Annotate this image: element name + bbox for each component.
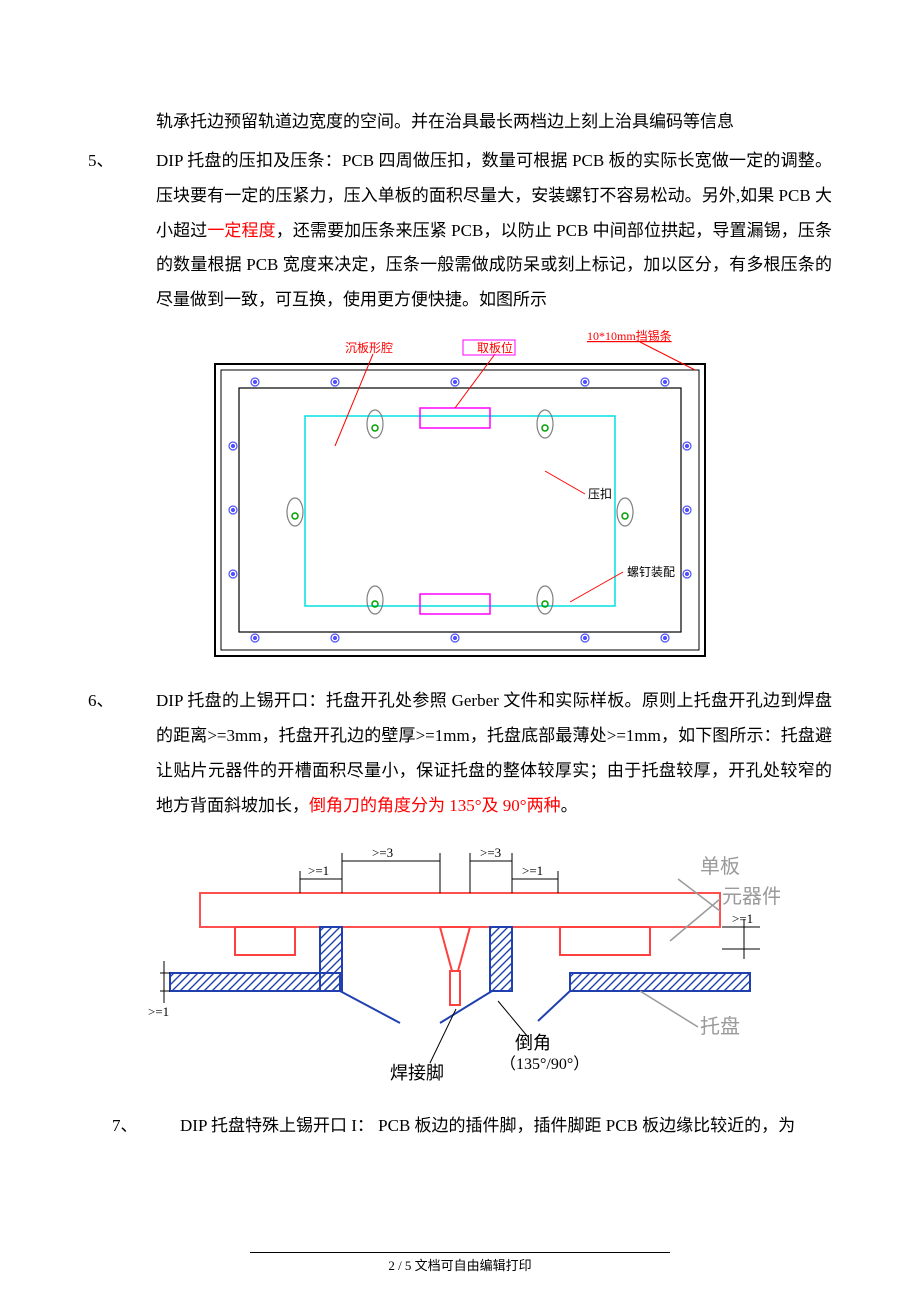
svg-text:取板位: 取板位 [477, 340, 513, 355]
list-item-7: 7、 DIP 托盘特殊上锡开口 I： PCB 板边的插件脚，插件脚距 PCB 板… [88, 1109, 832, 1144]
svg-text:>=1: >=1 [148, 1004, 169, 1019]
svg-text:>=3: >=3 [480, 845, 501, 860]
svg-text:沉板形腔: 沉板形腔 [345, 340, 393, 355]
svg-text:单板: 单板 [700, 855, 740, 878]
item-number: 7、 [112, 1109, 180, 1144]
svg-text:>=3: >=3 [372, 845, 393, 860]
svg-text:托盘: 托盘 [700, 1015, 740, 1038]
svg-text:>=1: >=1 [522, 863, 543, 878]
svg-text:10*10mm挡锡条: 10*10mm挡锡条 [587, 328, 672, 343]
item-body: DIP 托盘特殊上锡开口 I： PCB 板边的插件脚，插件脚距 PCB 板边缘比… [180, 1109, 832, 1144]
text-segment: 。 [561, 796, 578, 815]
cross-section-diagram: >=1 >=3 >=3 >=1 >=1 >=1 [140, 831, 780, 1091]
svg-text:倒角: 倒角 [515, 1033, 551, 1053]
text-segment: DIP 托盘特殊上锡开口 I： PCB 板边的插件脚，插件脚距 PCB 板边缘比… [180, 1116, 795, 1135]
svg-text:焊接脚: 焊接脚 [390, 1063, 444, 1083]
svg-text:（135°/90°）: （135°/90°） [500, 1055, 589, 1073]
svg-text:压扣: 压扣 [588, 487, 612, 501]
diagram-1-container: 10*10mm挡锡条 沉板形腔 取板位 压扣 螺钉装配 [88, 326, 832, 666]
list-item-6: 6、 DIP 托盘的上锡开口：托盘开孔处参照 Gerber 文件和实际样板。原则… [88, 684, 832, 823]
item-body: DIP 托盘的上锡开口：托盘开孔处参照 Gerber 文件和实际样板。原则上托盘… [156, 684, 832, 823]
footer-text: 2 / 5 文档可自由编辑打印 [388, 1258, 531, 1273]
content-area: 轨承托边预留轨道边宽度的空间。并在治具最长两档边上刻上治具编码等信息 5、 DI… [88, 105, 832, 1144]
svg-text:>=1: >=1 [308, 863, 329, 878]
diagram-2-container: >=1 >=3 >=3 >=1 >=1 >=1 [88, 831, 832, 1091]
highlighted-text: 一定程度 [207, 221, 275, 240]
svg-text:元器件: 元器件 [722, 885, 780, 908]
highlighted-text: 倒角刀的角度分为 135°及 90°两种 [309, 796, 561, 815]
list-item-5: 5、 DIP 托盘的压扣及压条：PCB 四周做压扣，数量可根据 PCB 板的实际… [88, 144, 832, 318]
tray-top-view-diagram: 10*10mm挡锡条 沉板形腔 取板位 压扣 螺钉装配 [195, 326, 725, 666]
continuation-paragraph: 轨承托边预留轨道边宽度的空间。并在治具最长两档边上刻上治具编码等信息 [88, 105, 832, 140]
footer-divider [250, 1252, 670, 1253]
item-number: 5、 [88, 144, 156, 318]
item-body: DIP 托盘的压扣及压条：PCB 四周做压扣，数量可根据 PCB 板的实际长宽做… [156, 144, 832, 318]
svg-text:>=1: >=1 [732, 911, 753, 926]
document-page: 轨承托边预留轨道边宽度的空间。并在治具最长两档边上刻上治具编码等信息 5、 DI… [0, 0, 920, 1302]
page-footer: 2 / 5 文档可自由编辑打印 [0, 1252, 920, 1274]
item-number: 6、 [88, 684, 156, 823]
svg-text:螺钉装配: 螺钉装配 [627, 565, 675, 579]
